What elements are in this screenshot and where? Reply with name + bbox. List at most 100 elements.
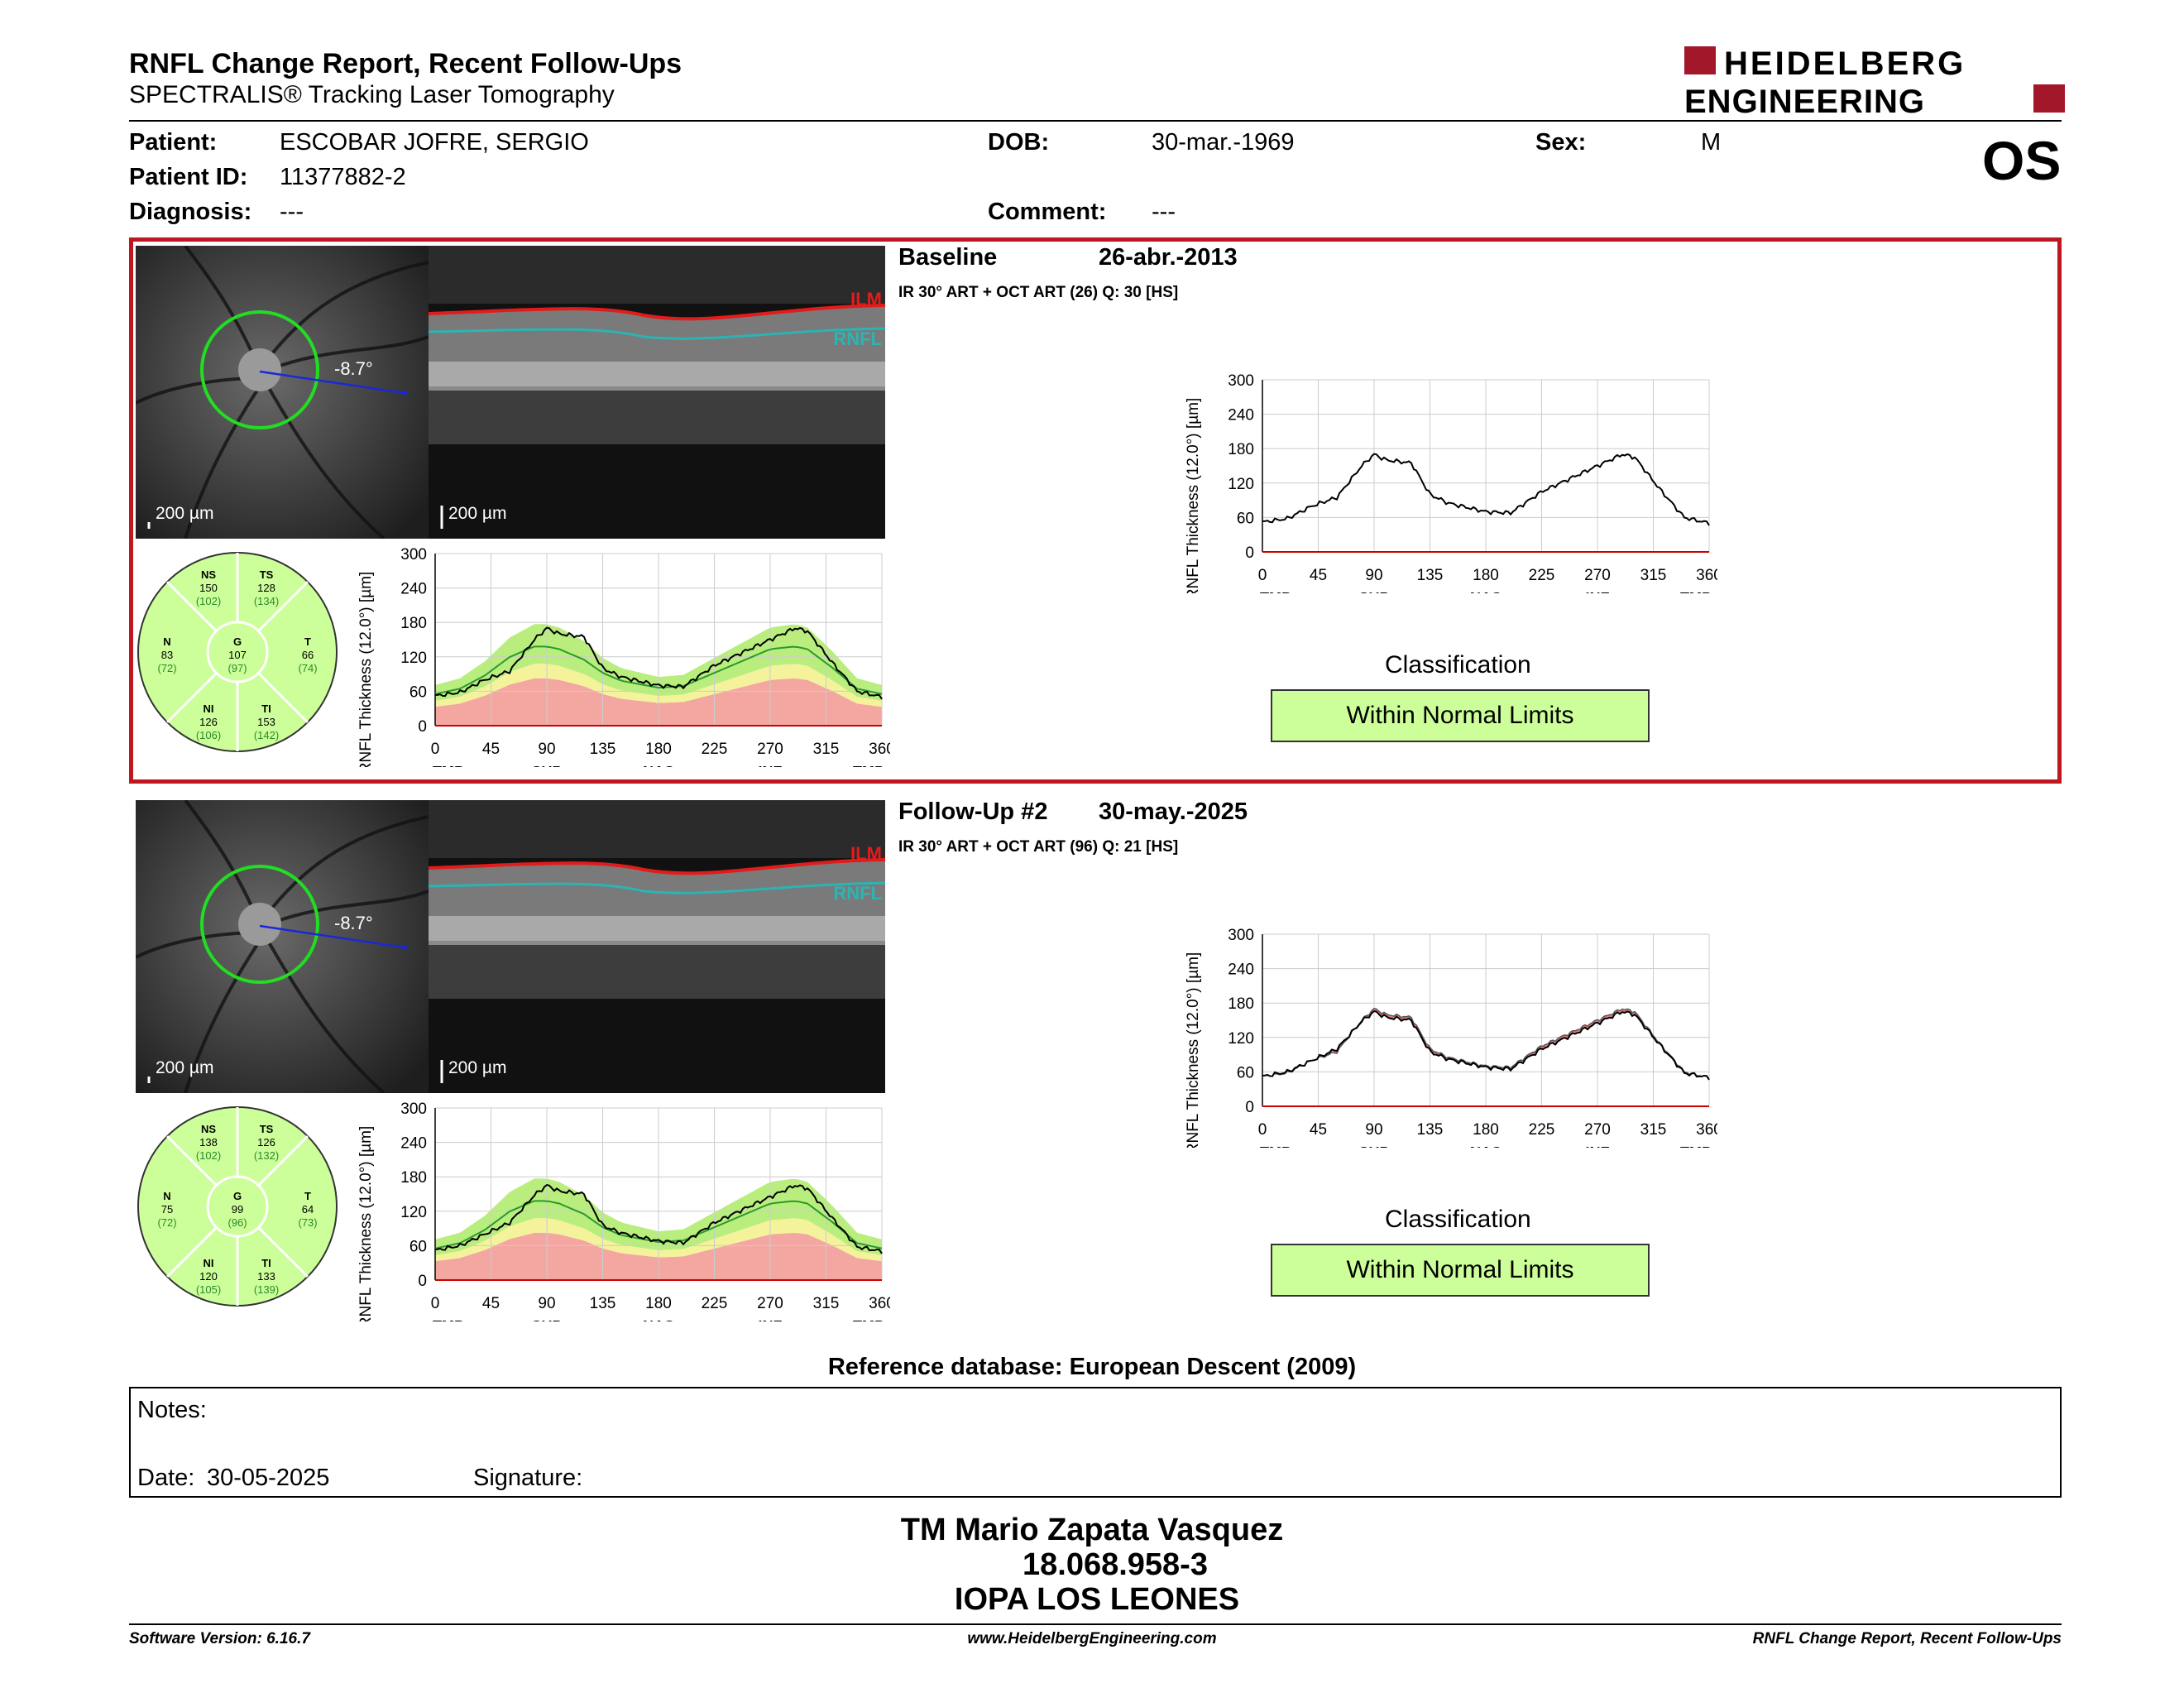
region-label: SUP <box>531 764 562 767</box>
region-label: NAS <box>1470 1144 1502 1148</box>
sector-name: NS <box>201 1123 216 1135</box>
sector-normal: (72) <box>157 662 176 674</box>
rpe-band <box>429 916 885 945</box>
sector-divider <box>257 1135 309 1187</box>
blood-vessel <box>267 890 429 926</box>
normative-mean-line <box>434 1200 883 1249</box>
ilm-label: ILM <box>850 843 882 864</box>
classification-result: Within Normal Limits <box>1271 1244 1650 1297</box>
sector-name: N <box>163 1190 170 1202</box>
dob-value: 30-mar.-1969 <box>1152 129 1295 156</box>
x-tick-label: 180 <box>1473 567 1499 584</box>
region-label: TMP <box>1260 590 1291 593</box>
optic-disc <box>238 348 281 391</box>
x-tick-label: 270 <box>757 1295 783 1312</box>
fundus-scale-label: 200 µm <box>156 1058 213 1077</box>
region-label: INF <box>1586 1144 1610 1148</box>
y-axis-label: RNFL Thickness (12.0°) [µm] <box>1185 952 1202 1148</box>
sector-name: TI <box>261 1257 271 1269</box>
diagnosis-value: --- <box>280 199 304 225</box>
followup-panel: -8.7° 200 µm ILM RNFL 200 µm Follow-Up #2 30-m… <box>129 792 2062 1359</box>
vitreous <box>429 800 885 858</box>
scan-circle <box>200 865 319 984</box>
y-tick-label: 240 <box>400 581 427 598</box>
sector-normal: (74) <box>298 662 317 674</box>
sector-global <box>206 621 269 683</box>
sector-value: 138 <box>199 1136 218 1149</box>
sector-value: 83 <box>161 649 173 661</box>
classification-label: Classification <box>1385 1206 1531 1233</box>
y-tick-label: 0 <box>1245 1099 1254 1116</box>
sector-name: TS <box>260 568 274 581</box>
patient-name: ESCOBAR JOFRE, SERGIO <box>280 129 589 156</box>
sector-divider <box>166 1226 218 1278</box>
rnfl-line <box>429 881 885 894</box>
sector-value: 128 <box>257 582 275 594</box>
eye-indicator: OS <box>1982 130 2062 191</box>
date-value: 30-05-2025 <box>207 1465 330 1491</box>
sector-normal: (96) <box>228 1216 247 1229</box>
scan-circle <box>200 310 319 429</box>
x-tick-label: 180 <box>645 741 672 758</box>
y-tick-label: 60 <box>410 683 427 701</box>
software-version: Software Version: 6.16.7 <box>129 1630 310 1647</box>
sector-normal: (105) <box>196 1283 221 1296</box>
thickness-series-line <box>434 626 883 700</box>
header-divider <box>129 120 2062 122</box>
x-tick-label: 315 <box>813 741 840 758</box>
sector-name: T <box>304 635 311 648</box>
sector-normal: (134) <box>254 595 279 607</box>
sector-value: 75 <box>161 1203 173 1216</box>
blood-vessel <box>258 261 429 372</box>
fovea-point <box>402 391 407 396</box>
sector-name: G <box>233 635 242 648</box>
region-label: TMP <box>1680 590 1712 593</box>
website-link[interactable]: www.HeidelbergEngineering.com <box>967 1630 1217 1647</box>
scan-heading: Follow-Up #2 <box>898 798 1048 825</box>
patient-id: 11377882-2 <box>280 164 406 190</box>
report-title: RNFL Change Report, Recent Follow-Ups <box>129 48 682 79</box>
x-tick-label: 225 <box>702 741 728 758</box>
x-tick-label: 135 <box>1417 567 1444 584</box>
y-tick-label: 120 <box>400 1204 427 1221</box>
sector-name: TS <box>260 1123 274 1135</box>
sector-normal: (72) <box>157 1216 176 1229</box>
scan-heading: Baseline <box>898 244 998 271</box>
classification-result: Within Normal Limits <box>1271 689 1650 742</box>
y-tick-label: 300 <box>1228 372 1254 390</box>
y-tick-label: 180 <box>1228 441 1254 458</box>
fundus-background <box>136 246 429 539</box>
patient-id-label: Patient ID: <box>129 164 248 190</box>
fundus-background <box>136 800 429 1093</box>
thickness-series-line <box>1262 1009 1710 1081</box>
sector-name: TI <box>261 703 271 715</box>
x-tick-label: 360 <box>869 741 890 758</box>
x-tick-label: 135 <box>1417 1121 1444 1139</box>
sex-value: M <box>1701 129 1722 156</box>
ilm-line <box>429 858 885 875</box>
region-label: INF <box>1586 590 1610 593</box>
region-label: SUP <box>1358 1144 1389 1148</box>
change-chart-host: 300 240 180 120 60 00 45 90 135 180 225 270 315 360 TM… <box>1180 370 1722 631</box>
region-label: SUP <box>1358 590 1389 593</box>
region-label: NAS <box>643 1318 674 1321</box>
sector-divider <box>257 672 309 723</box>
normative-chart-host: 300 240 180 120 60 00 45 90 135 180 225 270 315 360 TM… <box>352 544 895 804</box>
fovea-angle: -8.7° <box>334 358 373 379</box>
reference-database: Reference database: European Descent (20… <box>827 1354 1357 1380</box>
notes-label: Notes: <box>137 1397 207 1423</box>
logo-line2: ENGINEERING <box>1684 84 1925 117</box>
sector-divider <box>257 1226 309 1278</box>
oct-scale-label: 200 µm <box>448 1058 506 1077</box>
normative-thickness-chart: 300 240 180 120 60 00 45 90 135 180 225 270 315 360 TM… <box>357 546 895 804</box>
x-tick-label: 90 <box>1365 1121 1382 1139</box>
dob-label: DOB: <box>988 129 1050 156</box>
y-tick-label: 0 <box>418 1273 427 1290</box>
sector-normal: (97) <box>228 662 247 674</box>
ilm-line <box>429 304 885 321</box>
heidelberg-logo: HEIDELBERG ENGINEERING <box>1684 46 2065 117</box>
sector-value: 153 <box>257 716 275 728</box>
sector-normal: (73) <box>298 1216 317 1229</box>
